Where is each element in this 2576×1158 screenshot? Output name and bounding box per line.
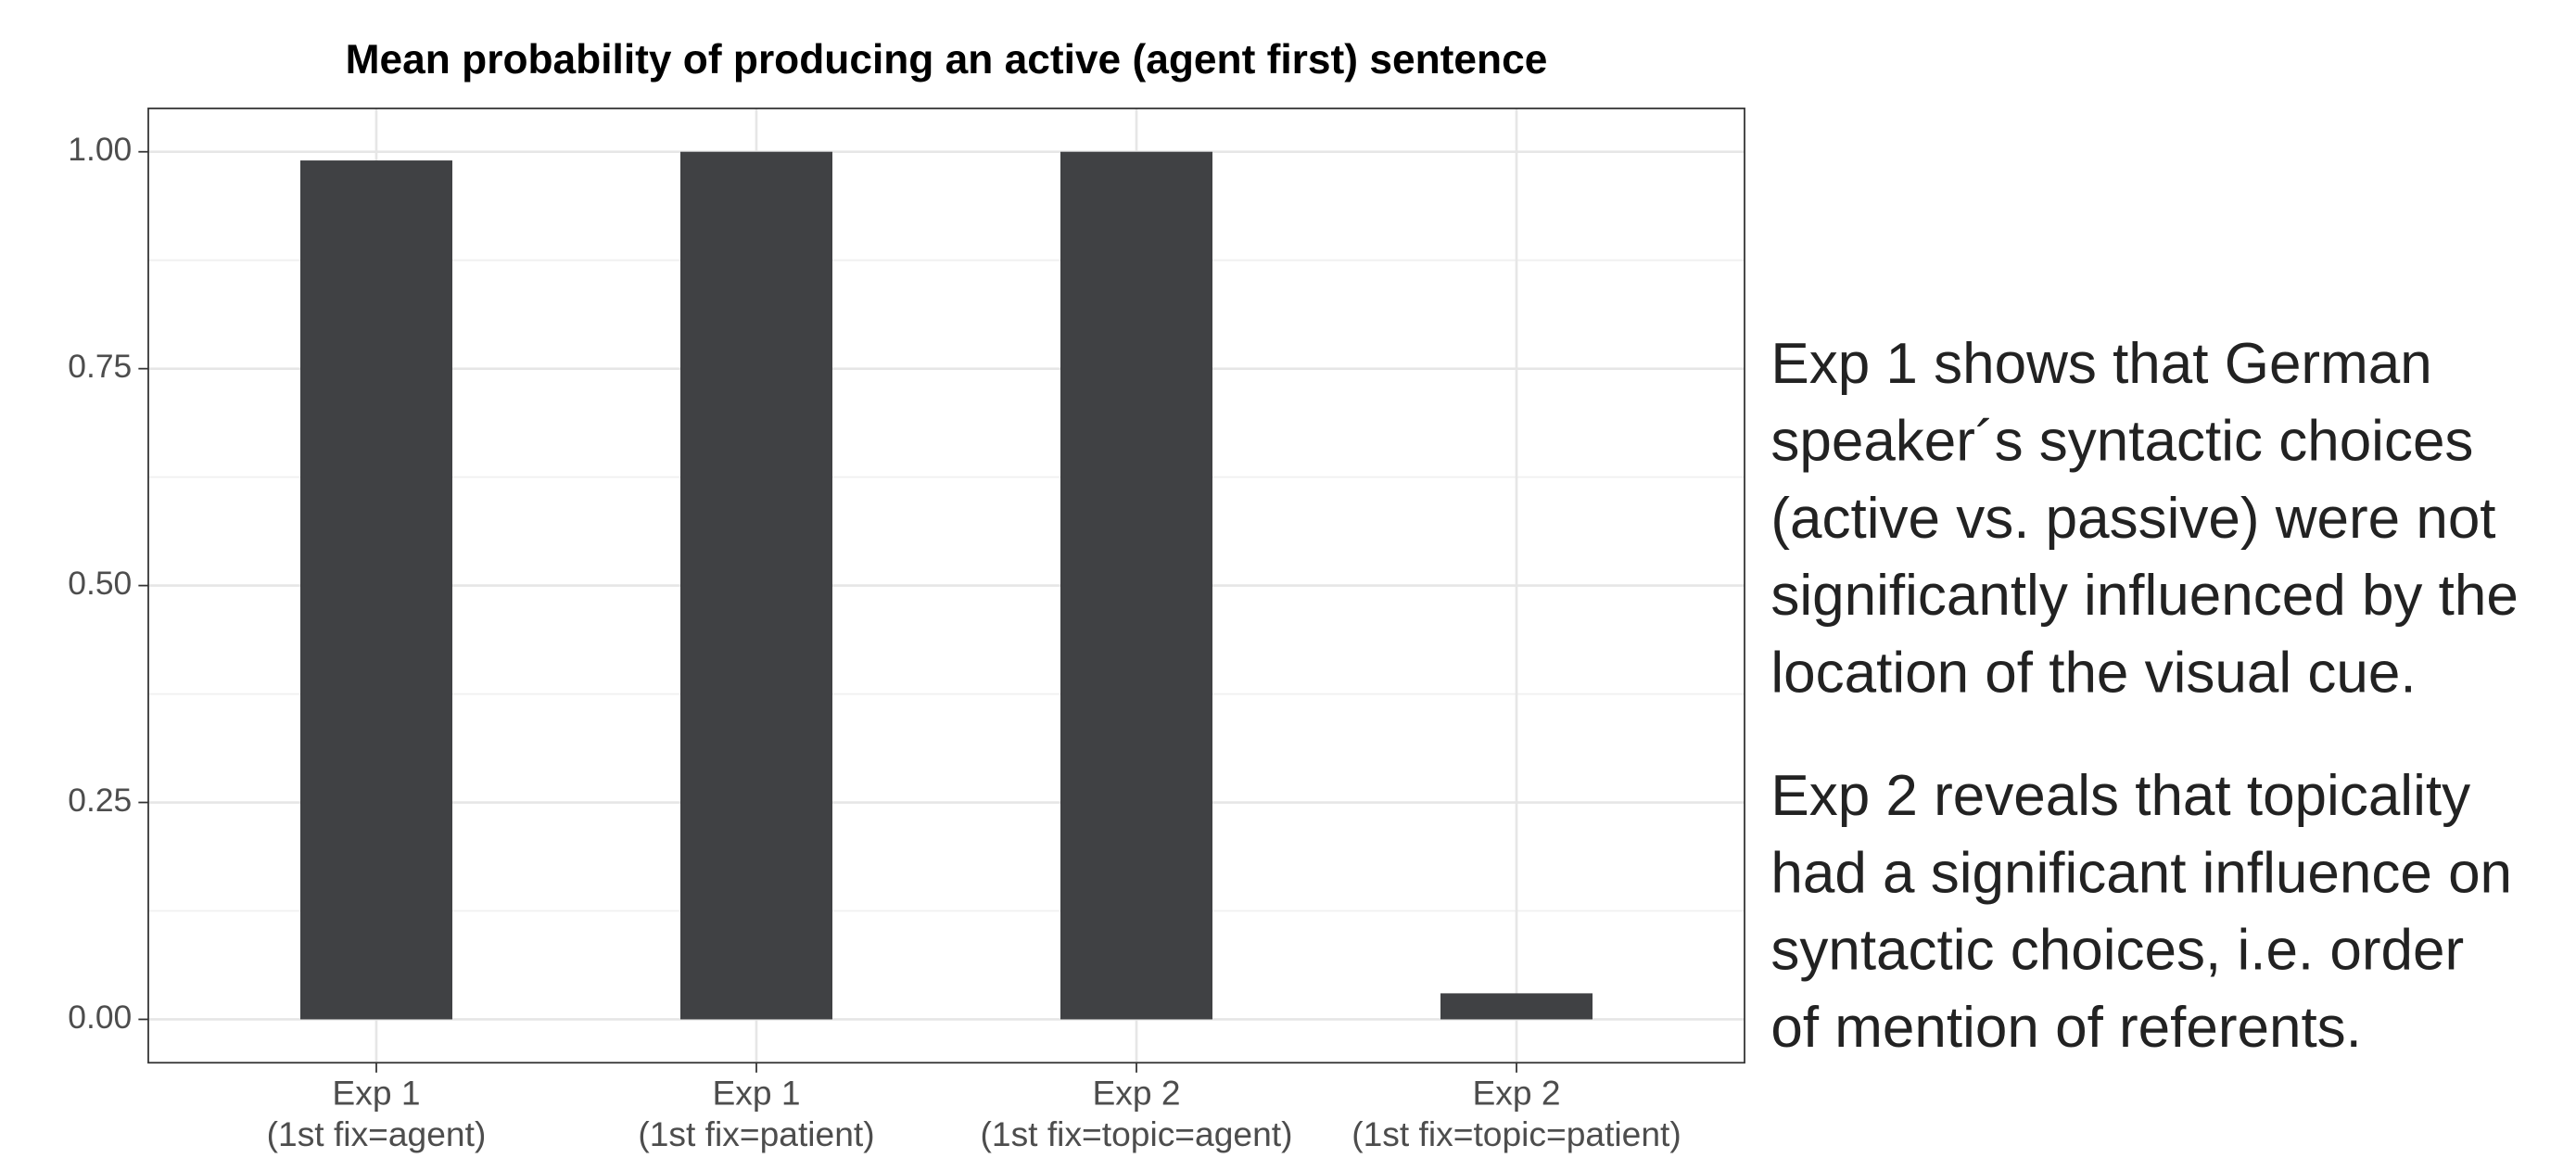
x-tick-label: (1st fix=topic=patient) — [1351, 1114, 1681, 1153]
y-tick-label: 0.00 — [68, 999, 132, 1036]
x-tick-label: (1st fix=topic=agent) — [981, 1114, 1293, 1153]
x-tick-label: Exp 2 — [1472, 1074, 1560, 1113]
x-tick-label: Exp 1 — [332, 1074, 420, 1113]
annotation-line: significantly influenced by the — [1770, 564, 2518, 628]
annotation-line: speaker´s syntactic choices — [1770, 409, 2473, 473]
x-tick-label: (1st fix=agent) — [267, 1114, 487, 1153]
annotation-line: (active vs. passive) were not — [1770, 487, 2495, 551]
bar — [299, 160, 452, 1020]
annotation-line: of mention of referents. — [1770, 996, 2362, 1060]
y-tick-label: 0.50 — [68, 565, 132, 602]
x-tick-label: Exp 1 — [712, 1074, 800, 1113]
annotation-line: syntactic choices, i.e. order — [1770, 919, 2464, 983]
panel-border — [147, 108, 1745, 1064]
annotation-line: Exp 1 shows that German — [1770, 332, 2431, 396]
chart-title: Mean probability of producing an active … — [346, 37, 1548, 83]
bar — [679, 151, 832, 1020]
bar — [1060, 151, 1213, 1020]
annotation-line: location of the visual cue. — [1770, 641, 2416, 705]
annotation-line: Exp 2 reveals that topicality — [1770, 764, 2470, 828]
annotation-line: had a significant influence on — [1770, 841, 2512, 905]
y-tick-label: 0.75 — [68, 348, 132, 385]
x-tick-label: Exp 2 — [1092, 1074, 1180, 1113]
bar — [1440, 993, 1593, 1020]
y-tick-label: 0.25 — [68, 782, 132, 819]
y-tick-label: 1.00 — [68, 131, 132, 168]
x-tick-label: (1st fix=patient) — [638, 1114, 874, 1153]
